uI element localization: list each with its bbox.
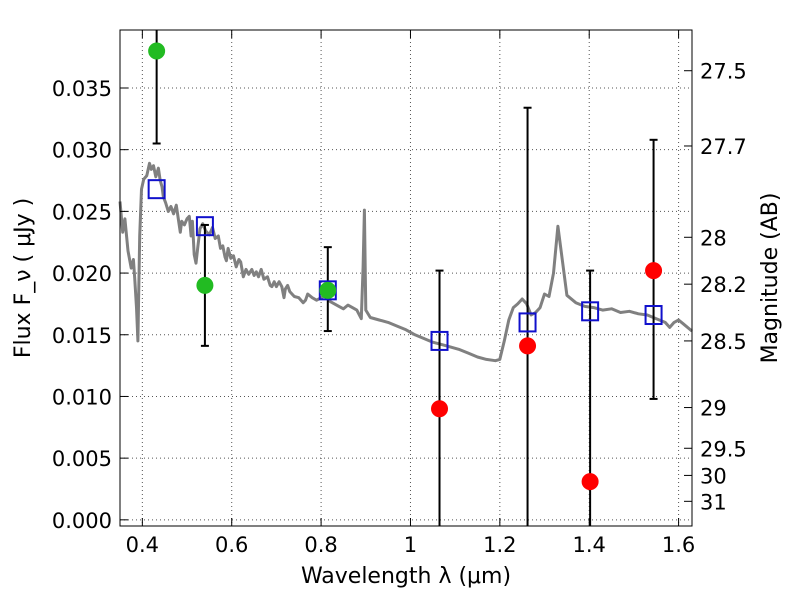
- plot-series: [118, 30, 693, 526]
- right-axis-label: Magnitude (AB): [758, 193, 783, 364]
- observed-flux-point: [519, 337, 537, 355]
- x-tick-label: 1.4: [573, 533, 606, 557]
- observed-flux-point: [581, 473, 599, 491]
- y-tick-label: 0.025: [52, 200, 112, 224]
- y-tick-label: 0.000: [52, 509, 112, 533]
- y-tick-label: 0.005: [52, 447, 112, 471]
- model-photometry-square: [147, 179, 166, 200]
- observed-flux-point: [645, 262, 663, 280]
- right-tick-label: 29: [700, 397, 727, 421]
- y-tick-label: 0.020: [52, 262, 112, 286]
- x-tick-label: 0.6: [215, 533, 248, 557]
- right-tick-label: 29.5: [700, 437, 747, 461]
- y-tick-label: 0.010: [52, 385, 112, 409]
- observed-flux-point: [319, 281, 337, 299]
- right-tick-label: 27.5: [700, 60, 747, 84]
- x-tick-label: 1: [404, 533, 417, 557]
- observed-flux-point: [431, 400, 449, 418]
- x-tick-label: 1.2: [483, 533, 516, 557]
- model-photometry-square: [644, 305, 663, 326]
- right-tick-label: 27.7: [700, 135, 747, 159]
- y-axis-label: Flux F_ν ( μJy ): [11, 198, 36, 358]
- right-tick-label: 30: [700, 464, 727, 488]
- model-photometry-square: [430, 330, 449, 351]
- x-tick-label: 0.8: [304, 533, 337, 557]
- observed-flux-point: [148, 42, 166, 60]
- x-axis-label: Wavelength λ (μm): [301, 564, 511, 589]
- right-tick-label: 31: [700, 490, 727, 514]
- model-photometry-square: [581, 301, 600, 322]
- right-tick-label: 28: [700, 226, 727, 250]
- right-tick-label: 28.5: [700, 330, 747, 354]
- plot-frame: [119, 29, 693, 527]
- right-tick-label: 28.2: [700, 273, 747, 297]
- x-tick-label: 0.4: [126, 533, 159, 557]
- axes: 0.4 0.6 0.8 1 1.2 1.4 1.6 0.000 0.005 0.010 0.015 0…: [52, 30, 747, 557]
- y-tick-label: 0.035: [52, 77, 112, 101]
- y-tick-label: 0.030: [52, 139, 112, 163]
- x-tick-label: 1.6: [662, 533, 695, 557]
- observed-flux-point: [196, 276, 214, 294]
- model-photometry-square: [195, 216, 214, 237]
- y-tick-label: 0.015: [52, 324, 112, 348]
- model-photometry-square: [518, 312, 537, 333]
